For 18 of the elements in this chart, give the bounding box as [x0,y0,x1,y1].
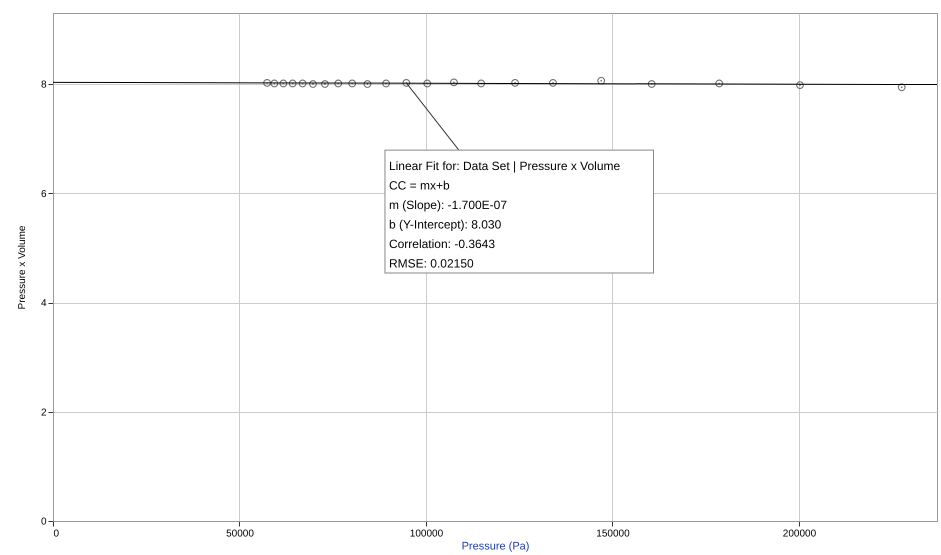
y-tick-label: 8 [40,80,47,91]
y-tick-label: 6 [40,188,47,200]
y-tick-label: 0 [40,516,47,528]
y-tick-label: 4 [40,298,47,310]
x-tick-label: 0 [54,528,60,540]
annotation: m (Slope): -1.700E-07 [388,198,508,212]
annotation: CC = mx+b [388,178,450,193]
annotation: Linear Fit for: Data Set | Pressure x Volume [388,159,621,174]
x-tick-label: 150000 [596,528,630,540]
y-axis-title: Pressure x Volume [16,225,28,310]
x-tick-label: 200000 [782,528,817,540]
annotation: b (Y-Intercept): 8.030 [388,218,502,232]
x-tick-label: 100000 [410,528,444,540]
x-tick-label: 50000 [226,528,254,540]
y-tick-label: 2 [40,407,47,418]
annotation: RMSE: 0.02150 [388,256,474,271]
x-axis-title: Pressure (Pa) [462,540,530,552]
annotation: Correlation: -0.3643 [388,237,496,252]
